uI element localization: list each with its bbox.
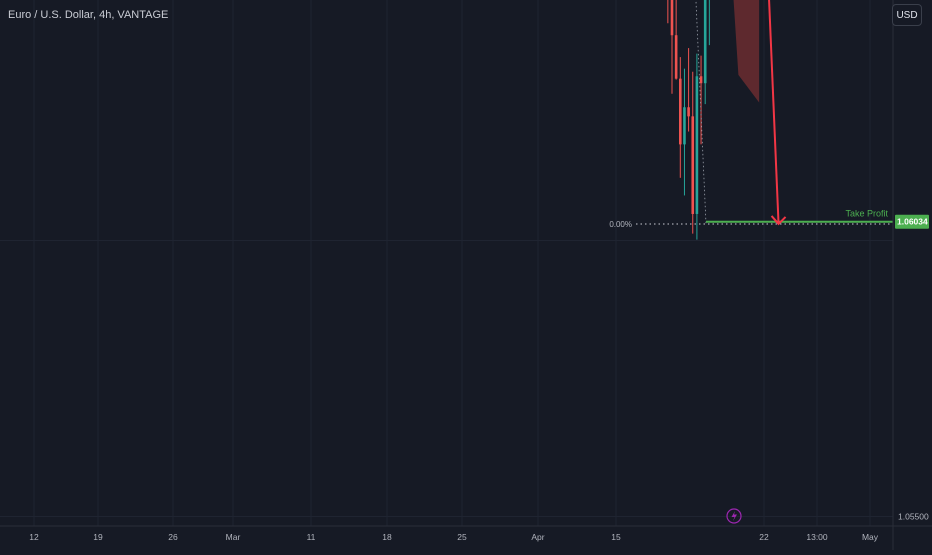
fib-level-label: 0.00% (609, 220, 632, 229)
level-label: Take Profit (845, 209, 888, 219)
time-tick-label: 15 (611, 532, 621, 542)
time-tick-label: 18 (382, 532, 392, 542)
event-marker-icon (726, 508, 742, 524)
time-tick-label: 12 (29, 532, 39, 542)
grid (0, 0, 893, 526)
candle (703, 0, 707, 84)
candle (679, 78, 682, 145)
price-axis[interactable]: 1.095001.090001.085001.080001.075001.065… (0, 0, 929, 522)
price-tag-value: 1.06034 (897, 217, 928, 227)
candles (667, 0, 710, 240)
candle (687, 107, 690, 117)
time-tick-label: Apr (531, 532, 544, 542)
time-tick-label: 25 (457, 532, 467, 542)
ichimoku-cloud (733, 0, 760, 103)
candle (670, 0, 674, 36)
time-tick-label: 11 (307, 532, 316, 542)
candle (683, 107, 686, 145)
time-tick-label: 22 (759, 532, 769, 542)
candle (691, 116, 695, 214)
arrow-shaft (768, 0, 780, 224)
candle (695, 76, 699, 214)
price-tick-label: 1.05500 (898, 512, 929, 522)
time-tick-label: 19 (93, 532, 103, 542)
time-tick-label: 13:00 (806, 532, 828, 542)
candle (699, 76, 703, 84)
time-tick-label: May (862, 532, 879, 542)
time-tick-label: Mar (226, 532, 241, 542)
currency-button[interactable]: USD (892, 4, 922, 26)
candle (674, 35, 678, 79)
fibonacci-retracement[interactable]: 100.00%38.20%0.00% (600, 0, 893, 229)
price-tag (895, 214, 929, 229)
forecast-arrow[interactable] (760, 0, 787, 226)
trade-levels[interactable]: Stop LossSell EntryTake Profit (55, 0, 893, 223)
symbol-title[interactable]: Euro / U.S. Dollar, 4h, VANTAGE (8, 9, 169, 21)
lightning-icon (731, 511, 737, 521)
arrow-head (770, 215, 787, 226)
time-tick-label: 26 (168, 532, 178, 542)
cloud-bear (733, 0, 760, 103)
